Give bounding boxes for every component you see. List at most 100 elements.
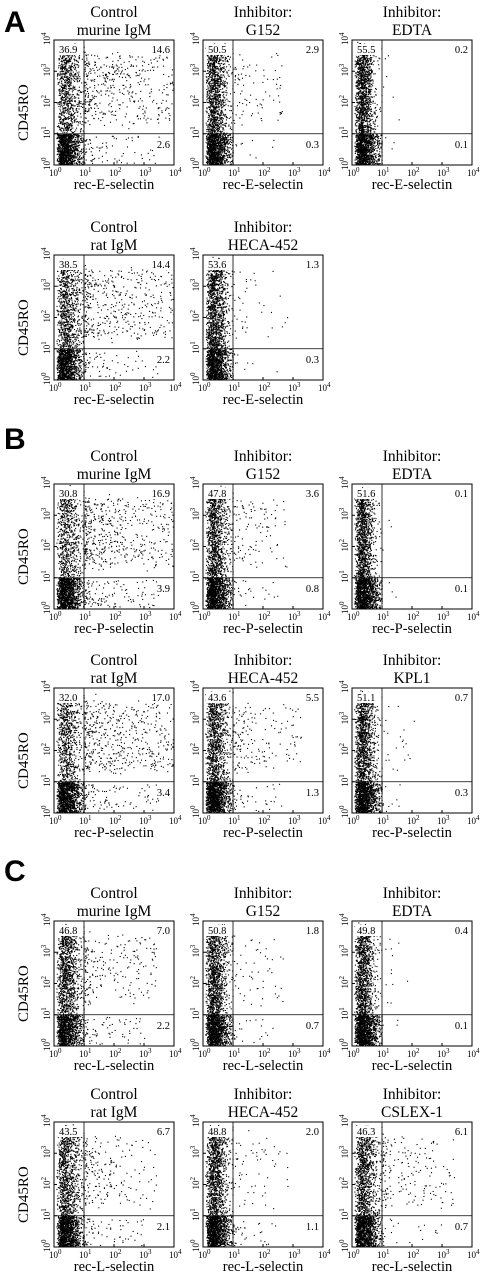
event-dot <box>215 57 217 59</box>
event-dot <box>61 153 63 155</box>
event-dot <box>69 141 71 143</box>
event-dot <box>219 151 221 153</box>
event-dot <box>65 76 67 78</box>
event-dot <box>209 123 211 125</box>
event-dot <box>215 68 217 70</box>
event-dot <box>95 103 97 105</box>
event-dot <box>216 68 218 70</box>
event-dot <box>219 163 221 165</box>
event-dot <box>217 118 219 120</box>
event-dot <box>68 77 70 79</box>
event-dot <box>63 85 65 87</box>
event-dot <box>217 161 219 163</box>
event-dot <box>210 87 212 89</box>
event-dot <box>77 141 79 143</box>
event-dot <box>74 135 76 137</box>
event-dot <box>85 94 87 96</box>
event-dot <box>68 127 70 129</box>
event-dot <box>60 156 62 158</box>
event-dot <box>84 89 86 91</box>
event-dot <box>149 96 151 98</box>
event-dot <box>219 162 221 164</box>
event-dot <box>218 103 220 105</box>
y-tick-label: 103 <box>189 63 201 76</box>
event-dot <box>61 122 63 124</box>
event-dot <box>72 135 74 137</box>
event-dot <box>64 93 66 95</box>
event-dot <box>163 73 165 75</box>
event-dot <box>84 51 86 53</box>
event-dot <box>222 160 224 162</box>
event-dot <box>219 147 221 149</box>
event-dot <box>220 59 222 61</box>
event-dot <box>68 104 70 106</box>
event-dot <box>217 112 219 114</box>
panel-letter-c: C <box>4 857 26 887</box>
event-dot <box>63 70 65 72</box>
event-dot <box>72 160 74 162</box>
event-dot <box>212 70 214 72</box>
event-dot <box>77 140 79 142</box>
event-dot <box>65 85 67 87</box>
event-dot <box>211 87 213 89</box>
event-dot <box>231 122 233 124</box>
event-dot <box>105 73 107 75</box>
event-dot <box>215 163 217 165</box>
event-dot <box>215 59 217 61</box>
event-dot <box>218 135 220 137</box>
event-dot <box>210 151 212 153</box>
event-dot <box>209 106 211 108</box>
event-dot <box>223 132 225 134</box>
event-dot <box>256 64 258 66</box>
event-dot <box>60 60 62 62</box>
event-dot <box>251 140 253 142</box>
event-dot <box>59 137 61 139</box>
event-dot <box>73 132 75 134</box>
event-dot <box>60 76 62 78</box>
event-dot <box>66 150 68 152</box>
y-tick-label: 100 <box>40 157 52 170</box>
event-dot <box>74 68 76 70</box>
event-dot <box>111 110 113 112</box>
event-dot <box>225 119 227 121</box>
event-dot <box>66 79 68 81</box>
event-dot <box>213 134 215 136</box>
y-tick-label: 101 <box>189 126 201 139</box>
event-dot <box>84 69 86 71</box>
event-dot <box>277 119 279 121</box>
event-dot <box>87 74 89 76</box>
event-dot <box>74 112 76 114</box>
event-dot <box>217 68 219 70</box>
event-dot <box>212 161 214 163</box>
event-dot <box>247 66 249 68</box>
event-dot <box>64 163 66 165</box>
event-dot <box>213 139 215 141</box>
event-dot <box>212 136 214 138</box>
event-dot <box>63 126 65 128</box>
event-dot <box>113 93 115 95</box>
event-dot <box>215 80 217 82</box>
event-dot <box>223 134 225 136</box>
event-dot <box>223 105 225 107</box>
event-dot <box>63 138 65 140</box>
event-dot <box>217 79 219 81</box>
event-dot <box>58 151 60 153</box>
event-dot <box>213 107 215 109</box>
event-dot <box>211 157 213 159</box>
event-dot <box>76 103 78 105</box>
event-dot <box>171 69 173 71</box>
event-dot <box>67 61 69 63</box>
event-dot <box>224 109 226 111</box>
event-dot <box>224 63 226 65</box>
event-dot <box>60 161 62 163</box>
event-dot <box>62 61 64 63</box>
event-dot <box>71 122 73 124</box>
event-dot <box>70 156 72 158</box>
event-dot <box>75 118 77 120</box>
event-dot <box>221 119 223 121</box>
event-dot <box>214 157 216 159</box>
event-dot <box>206 157 208 159</box>
event-dot <box>84 70 86 72</box>
event-dot <box>67 82 69 84</box>
event-dot <box>222 88 224 90</box>
